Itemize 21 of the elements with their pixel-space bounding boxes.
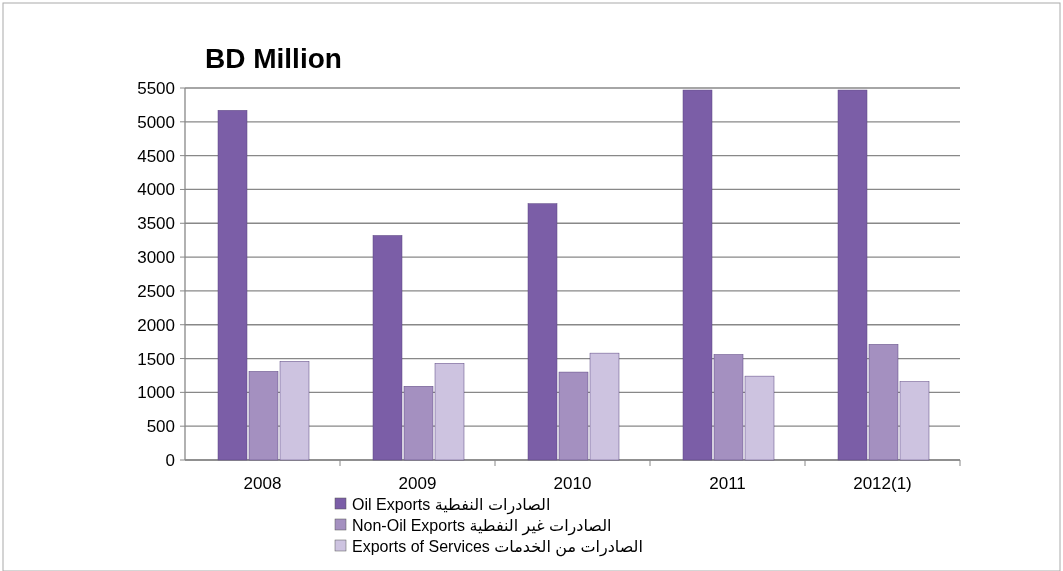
- y-tick-label: 3000: [137, 248, 175, 268]
- legend-label: Exports of Services الصادرات من الخدمات: [352, 538, 643, 557]
- legend-label: Oil Exports الصادرات النفطية: [352, 496, 551, 515]
- y-tick-label: 5500: [137, 79, 175, 98]
- x-tick-label: 2011: [709, 474, 746, 493]
- y-tick-label: 2500: [137, 281, 175, 301]
- legend-label: Non-Oil Exports الصادرات غير النفطية: [352, 517, 612, 536]
- x-tick-label: 2010: [553, 474, 592, 493]
- y-tick-label: 1500: [137, 349, 175, 369]
- y-tick-label: 2000: [137, 315, 175, 335]
- y-tick-label: 500: [146, 417, 175, 437]
- x-tick-label: 2009: [398, 474, 437, 493]
- y-tick-label: 4000: [137, 180, 175, 200]
- x-tick-label: 2012(1): [853, 474, 912, 493]
- y-tick-label: 1000: [137, 383, 175, 403]
- x-tick-label: 2008: [243, 474, 282, 493]
- y-tick-label: 3500: [137, 214, 175, 234]
- y-tick-label: 0: [165, 451, 175, 470]
- y-tick-label: 5000: [137, 112, 175, 132]
- y-tick-label: 4500: [137, 146, 175, 166]
- chart-title: BD Million: [205, 43, 342, 74]
